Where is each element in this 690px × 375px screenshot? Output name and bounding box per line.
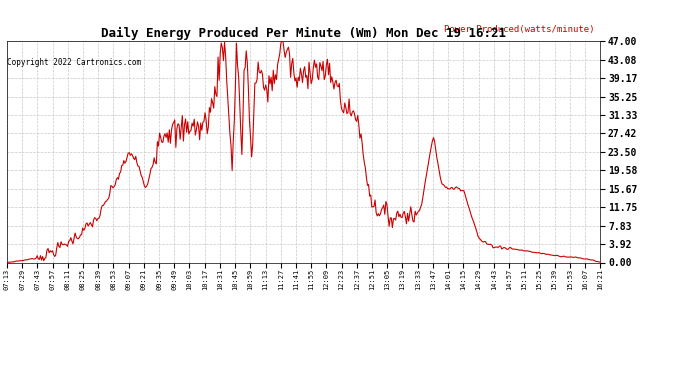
Text: Copyright 2022 Cartronics.com: Copyright 2022 Cartronics.com xyxy=(7,58,141,67)
Title: Daily Energy Produced Per Minute (Wm) Mon Dec 19 16:21: Daily Energy Produced Per Minute (Wm) Mo… xyxy=(101,27,506,40)
Text: Power Produced(watts/minute): Power Produced(watts/minute) xyxy=(444,25,594,34)
